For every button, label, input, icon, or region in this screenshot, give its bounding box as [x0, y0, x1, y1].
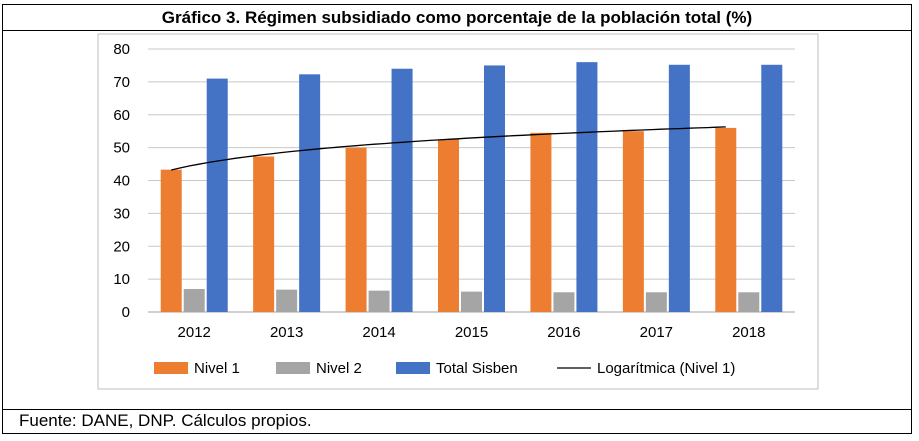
legend-nivel-2-label: Nivel 2 [316, 360, 362, 377]
trendline-group [171, 126, 726, 171]
y-tick-label: 40 [113, 173, 130, 190]
x-tick-label: 2014 [362, 324, 395, 341]
bar-total-sisben [299, 74, 321, 312]
bar-total-sisben [484, 65, 505, 312]
bar-nivel-1 [715, 127, 737, 313]
bar-total-sisben [761, 64, 783, 312]
x-axis-ticks: 2012 2013 2014 2015 2016 2017 2018 [178, 324, 766, 341]
chart-area-border [97, 33, 819, 390]
bar-nivel-2 [183, 288, 205, 312]
bar-nivel-1 [160, 169, 182, 312]
bar-total-sisben [668, 64, 690, 312]
trendline-log-nivel-1 [171, 126, 726, 171]
figure-frame: Gráfico 3. Régimen subsidiado como porce… [2, 4, 912, 434]
x-tick-label: 2015 [455, 324, 488, 341]
legend-nivel-1-label: Nivel 1 [194, 360, 240, 377]
y-tick-label: 70 [113, 74, 130, 91]
bar-nivel-2 [553, 292, 575, 312]
chart-title: Gráfico 3. Régimen subsidiado como porce… [3, 5, 911, 31]
bar-nivel-1 [530, 132, 552, 312]
x-tick-label: 2016 [547, 324, 580, 341]
bars [160, 62, 783, 313]
x-tick-label: 2017 [640, 324, 673, 341]
y-tick-label: 20 [113, 238, 130, 255]
legend-total-sisben-label: Total Sisben [436, 360, 518, 377]
gridlines [148, 48, 795, 313]
y-tick-label: 0 [122, 304, 130, 321]
bar-nivel-1 [253, 156, 275, 312]
y-tick-label: 80 [113, 41, 130, 58]
bar-nivel-2 [738, 292, 760, 312]
bar-nivel-1 [345, 147, 367, 312]
x-tick-label: 2012 [178, 324, 211, 341]
bar-total-sisben [391, 68, 413, 312]
bar-total-sisben [576, 62, 598, 313]
y-tick-label: 60 [113, 107, 130, 124]
x-tick-label: 2013 [270, 324, 303, 341]
legend-trendline-label: Logarítmica (Nivel 1) [597, 360, 735, 377]
bar-nivel-1 [438, 139, 459, 312]
legend: Nivel 1 Nivel 2 Total Sisben Logarítmica (N… [154, 360, 735, 377]
y-axis-ticks: 0 10 20 30 40 50 60 70 80 [113, 41, 130, 321]
bar-nivel-2 [461, 291, 482, 312]
bar-nivel-1 [622, 131, 644, 312]
bar-nivel-2 [645, 292, 667, 312]
bar-nivel-2 [276, 289, 298, 312]
x-tick-label: 2018 [732, 324, 765, 341]
legend-total-sisben-swatch [396, 362, 430, 374]
bar-nivel-2 [368, 290, 390, 312]
legend-nivel-2-swatch [276, 362, 310, 374]
y-tick-label: 30 [113, 205, 130, 222]
bar-total-sisben [206, 78, 228, 313]
legend-nivel-1-swatch [154, 362, 188, 374]
y-tick-label: 50 [113, 140, 130, 157]
y-tick-label: 10 [113, 271, 130, 288]
source-note: Fuente: DANE, DNP. Cálculos propios. [3, 409, 911, 433]
